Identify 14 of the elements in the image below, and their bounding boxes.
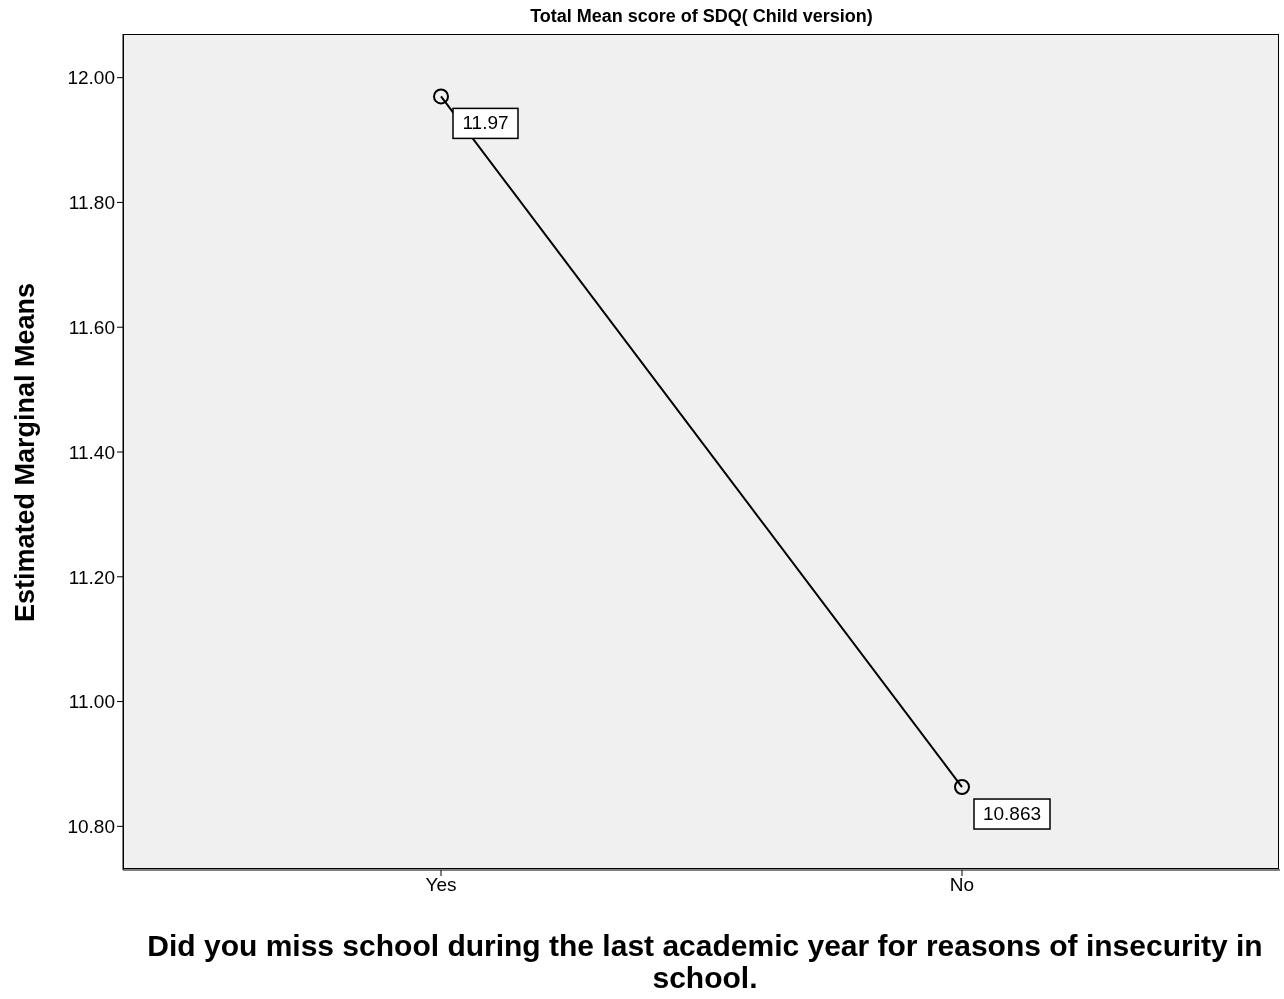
x-axis-title: Did you miss school during the last academic year for reasons of insecurity in school. — [146, 929, 1264, 994]
y-axis-title: Estimated Marginal Means — [10, 282, 42, 622]
chart-title: Total Mean score of SDQ( Child version) — [529, 6, 874, 27]
y-tick-label: 12.00 — [67, 67, 115, 89]
x-tick-label: Yes — [425, 874, 457, 896]
y-tick-label: 11.60 — [68, 316, 115, 338]
y-tick-label: 11.00 — [68, 691, 115, 713]
y-tick-label: 10.80 — [67, 816, 115, 838]
data-label: 10.863 — [982, 803, 1042, 825]
y-tick-label: 11.20 — [68, 566, 115, 588]
x-tick-label: No — [949, 874, 975, 896]
y-tick-label: 11.80 — [68, 192, 115, 214]
y-tick-label: 11.40 — [68, 441, 115, 463]
data-label: 11.97 — [462, 112, 509, 134]
